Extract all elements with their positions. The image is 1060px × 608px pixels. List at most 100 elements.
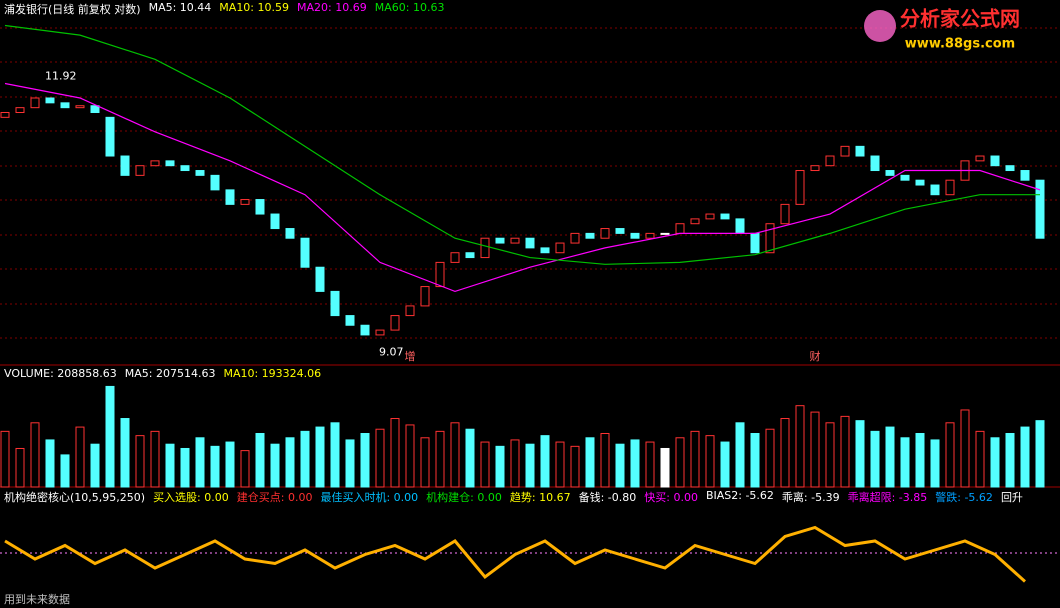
volume-bar [915,433,925,488]
candle-body [405,305,415,317]
indicator-value: BIAS2: -5.62 [705,489,774,502]
volume-bar [45,439,55,488]
volume-bar [810,411,820,488]
candle-body [570,232,580,244]
candle-body [450,252,460,263]
candle-body [885,170,895,176]
candle-body [465,252,475,259]
volume-bar [840,415,850,488]
candle-body [990,155,1000,167]
candle-body [915,179,925,186]
candle-body [30,97,40,109]
candle-body [0,112,10,118]
candle-body [420,286,430,307]
volume-bar [540,435,550,488]
candle-body [300,237,310,268]
main-header: 浦发银行(日线 前复权 对数) MA5: 10.44 MA10: 10.59 MA20… [4,1,444,17]
candle-body [165,160,175,167]
candle-body [495,237,505,244]
volume-bar [660,447,670,488]
candle-body [795,170,805,205]
volume-bar [765,428,775,488]
volume-bar [585,437,595,488]
candle-body [45,97,55,104]
candle-body [810,165,820,172]
candle-body [120,155,130,176]
volume-bar [225,441,235,488]
candle-body [615,228,625,234]
candle-body [75,105,85,109]
volume-bar [30,422,40,488]
volume-bar [360,433,370,488]
volume-bar [105,385,115,488]
volume-value: MA10: 193324.06 [223,367,322,380]
volume-bar [675,437,685,488]
volume-bar [450,422,460,488]
volume-bar [255,433,265,488]
candle-body [480,237,490,259]
candle-body [315,266,325,292]
volume-bar [750,433,760,488]
volume-value: MA5: 207514.63 [124,367,216,380]
candle-body [975,155,985,162]
volume-bar [465,428,475,488]
candle-body [390,315,400,331]
candle-body [600,228,610,239]
volume-bar [300,430,310,488]
volume-bar [510,439,520,488]
volume-bar [120,418,130,488]
volume-bar [1035,420,1045,488]
volume-bar [285,437,295,488]
volume-bar [885,426,895,488]
ma-value: MA60: 10.63 [374,1,445,14]
candle-body [1020,170,1030,181]
indicator-value: 最佳买入时机: 0.00 [320,491,419,504]
candle-body [945,179,955,196]
candle-body [735,218,745,234]
volume-bar [525,443,535,488]
volume-bar [615,443,625,488]
volume-bar [870,430,880,488]
volume-bar [165,443,175,488]
volume-bar [195,437,205,488]
candle-body [750,232,760,254]
candle-body [180,165,190,172]
indicator-value: 建仓买点: 0.00 [236,491,313,504]
candle-body [435,261,445,288]
candle-body [90,105,100,114]
volume-value: VOLUME: 208858.63 [4,367,117,380]
candle-body [840,145,850,157]
candle-body [15,107,25,114]
indicator-value: 备钱: -0.80 [578,491,637,504]
candle-body [765,223,775,254]
candle-body [330,290,340,317]
indicator-value: 乖离: -5.39 [781,491,840,504]
candle-body [855,145,865,157]
candle-body [210,174,220,191]
candle-body [510,237,520,244]
volume-bar [0,430,10,488]
indicator-value: 快买: 0.00 [644,491,698,504]
volume-bar [720,441,730,488]
volume-bar [495,445,505,488]
indicator-line [4,525,1027,583]
candle-body [780,203,790,225]
volume-bar [690,430,700,488]
candle-body [660,232,670,235]
volume-bar [900,437,910,488]
volume-bar [795,405,805,488]
volume-bar [135,435,145,488]
candle-body [900,174,910,181]
indicator-value: 机构绝密核心(10,5,95,250) [4,491,146,504]
volume-bar [90,443,100,488]
volume-bar [210,445,220,488]
volume-bar [1005,433,1015,488]
candle-body [630,232,640,239]
volume-bar [150,430,160,488]
candle-body [270,213,280,230]
candle-body [645,232,655,239]
indicator-value: 警跌: -5.62 [935,491,993,504]
volume-bar [270,443,280,488]
volume-bar [945,422,955,488]
